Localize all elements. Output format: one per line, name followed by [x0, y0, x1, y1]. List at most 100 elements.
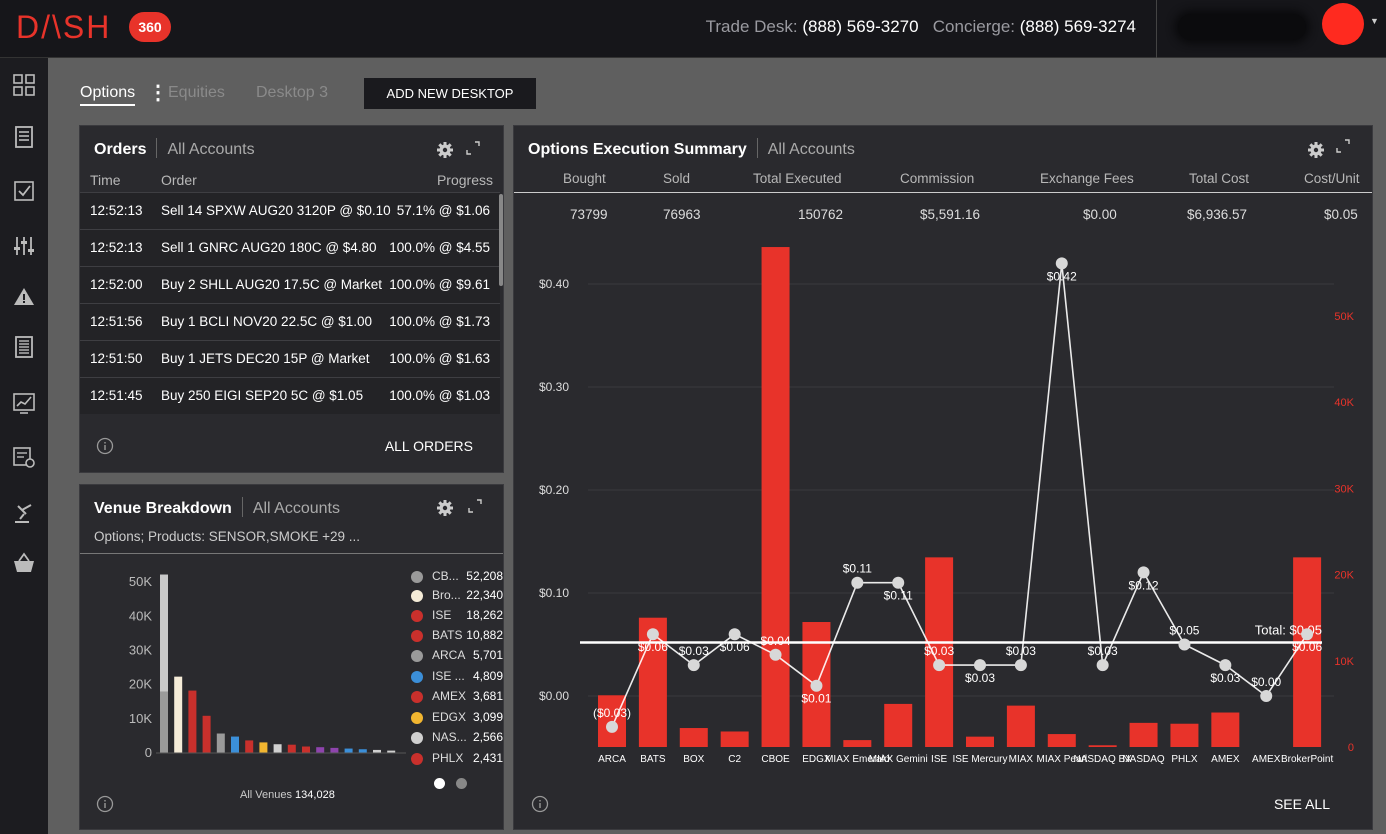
y-right-tick-label: 20K [1334, 570, 1354, 582]
expand-icon[interactable] [468, 499, 482, 513]
col-order[interactable]: Order [161, 172, 197, 188]
cost-data-label: $0.42 [1047, 269, 1077, 283]
legend-dot [411, 691, 423, 703]
cost-point [892, 576, 905, 589]
cost-line [611, 263, 1308, 728]
col-progress[interactable]: Progress [436, 172, 493, 188]
cost-point [1178, 638, 1191, 651]
info-icon[interactable] [96, 795, 114, 813]
tab-desktop-3[interactable]: Desktop 3 [256, 84, 329, 101]
cost-point [646, 628, 659, 641]
y-right-tick-label: 40K [1334, 397, 1354, 409]
info-icon[interactable] [531, 795, 549, 813]
sliders-icon[interactable] [11, 233, 37, 259]
y-tick-label: 30K [129, 642, 152, 657]
orders-title: Orders [94, 141, 147, 158]
table-row[interactable]: 12:51:56 Buy 1 BCLI NOV20 22.5C @ $1.00 10… [80, 303, 500, 340]
y-left-tick-label: $0.30 [539, 380, 569, 394]
venue-account-select[interactable]: All Accounts [252, 500, 340, 517]
cost-data-label: $0.06 [638, 640, 668, 654]
checklist-icon[interactable] [11, 178, 37, 204]
execution-chart: $0.00 $0.10 $0.20 $0.30 $0.40 0 10K 20K 30K 40K 50… [539, 247, 1355, 765]
tab-options[interactable]: Options [80, 84, 136, 106]
orders-account-select[interactable]: All Accounts [167, 141, 255, 158]
warning-icon[interactable] [11, 284, 37, 310]
venue-breakdown-panel: Venue Breakdown All Accounts Options; Pro… [79, 484, 504, 830]
cost-point [933, 659, 946, 672]
venue-bar [302, 746, 310, 753]
cost-point [1219, 659, 1232, 672]
table-row[interactable]: 12:52:13 Sell 14 SPXW AUG20 3120P @ $0.10… [80, 192, 500, 229]
col-total-cost: Total Cost [1189, 171, 1250, 186]
options-execution-summary-panel: $0.00 $0.10 $0.20 $0.30 $0.40 0 10K 20K 30K 40K 50… [513, 125, 1373, 830]
cost-point [1260, 690, 1273, 702]
cost-data-label: $0.12 [1129, 578, 1159, 592]
cost-point [728, 628, 741, 641]
basket-icon[interactable] [11, 550, 37, 576]
gear-icon[interactable] [1307, 141, 1325, 159]
cost-data-label: ($0.03) [593, 706, 631, 720]
execution-bar [1211, 712, 1240, 747]
x-tick-label: ARCA [598, 754, 626, 765]
gavel-icon[interactable] [11, 500, 37, 526]
scrollbar[interactable] [499, 194, 503, 286]
list-icon[interactable] [11, 334, 37, 360]
avatar[interactable] [1322, 3, 1364, 45]
see-all-link[interactable]: SEE ALL [1273, 796, 1330, 812]
y-right-tick-label: 0 [1348, 742, 1354, 754]
table-row[interactable]: 12:51:45 Buy 250 EIGI SEP20 5C @ $1.05 100… [80, 377, 500, 414]
y-left-tick-label: $0.10 [539, 586, 569, 600]
y-left-tick-label: $0.20 [539, 483, 569, 497]
legend-dot [411, 650, 423, 662]
user-name-redacted[interactable] [1178, 14, 1306, 40]
legend-dot [411, 571, 423, 583]
cost-point [974, 659, 986, 672]
tab-equities[interactable]: Equities [168, 84, 225, 101]
value-bought: 73799 [570, 207, 608, 222]
col-exchange-fees: Exchange Fees [1040, 171, 1134, 186]
document-icon[interactable] [11, 124, 37, 150]
table-row[interactable]: 12:52:13 Sell 1 GNRC AUG20 180C @ $4.80 10… [80, 229, 500, 266]
cost-data-label: $0.03 [679, 644, 709, 658]
col-bought: Bought [563, 171, 606, 186]
settings-list-icon[interactable] [11, 444, 37, 470]
grid-icon[interactable] [11, 72, 37, 98]
cost-data-label: $0.03 [1088, 644, 1118, 658]
cost-point [851, 576, 864, 589]
y-right-tick-label: 50K [1334, 311, 1354, 323]
venue-filter-text[interactable]: Options; Products: SENSOR,SMOKE +29 ... [94, 529, 360, 544]
gear-icon[interactable] [436, 499, 454, 517]
chevron-down-icon[interactable]: ▼ [1370, 16, 1379, 26]
expand-icon[interactable] [1336, 139, 1350, 153]
expand-icon[interactable] [466, 141, 480, 155]
cost-data-label: $0.11 [843, 562, 872, 576]
col-sold: Sold [663, 171, 691, 186]
x-tick-label: PHLX [1171, 754, 1197, 765]
venue-bar [259, 742, 268, 753]
legend-page-dot[interactable] [456, 778, 467, 789]
x-tick-label: MIAX [1009, 754, 1034, 765]
legend-page-dot-active[interactable] [434, 778, 445, 789]
x-tick-label: C2 [728, 754, 741, 765]
table-row[interactable]: 12:52:00 Buy 2 SHLL AUG20 17.5C @ Market 1… [80, 266, 500, 303]
tab-options-menu-icon[interactable]: ⋮ [148, 82, 168, 104]
execution-bar [1047, 734, 1076, 747]
venue-header: Venue Breakdown All Accounts [94, 497, 340, 519]
table-row[interactable]: 12:51:50 Buy 1 JETS DEC20 15P @ Market 100… [80, 340, 500, 377]
add-new-desktop-button[interactable]: ADD NEW DESKTOP [364, 78, 536, 109]
venue-bar [245, 740, 254, 753]
info-icon[interactable] [96, 437, 114, 455]
cost-data-label: $0.03 [965, 671, 995, 685]
cost-data-label: $0.06 [720, 640, 750, 654]
col-time[interactable]: Time [90, 172, 121, 188]
execution-bar [1006, 705, 1035, 747]
concierge-phone[interactable]: (888) 569-3274 [1019, 17, 1136, 36]
summary-account-select[interactable]: All Accounts [767, 141, 855, 158]
trade-desk-phone[interactable]: (888) 569-3270 [802, 17, 919, 36]
all-orders-link[interactable]: ALL ORDERS [384, 438, 473, 454]
x-tick-label: NASDAQ [1122, 754, 1164, 765]
chart-monitor-icon[interactable] [11, 390, 37, 416]
y-tick-label: 40K [129, 608, 152, 623]
concierge-label: Concierge: [932, 17, 1015, 36]
gear-icon[interactable] [436, 141, 454, 159]
